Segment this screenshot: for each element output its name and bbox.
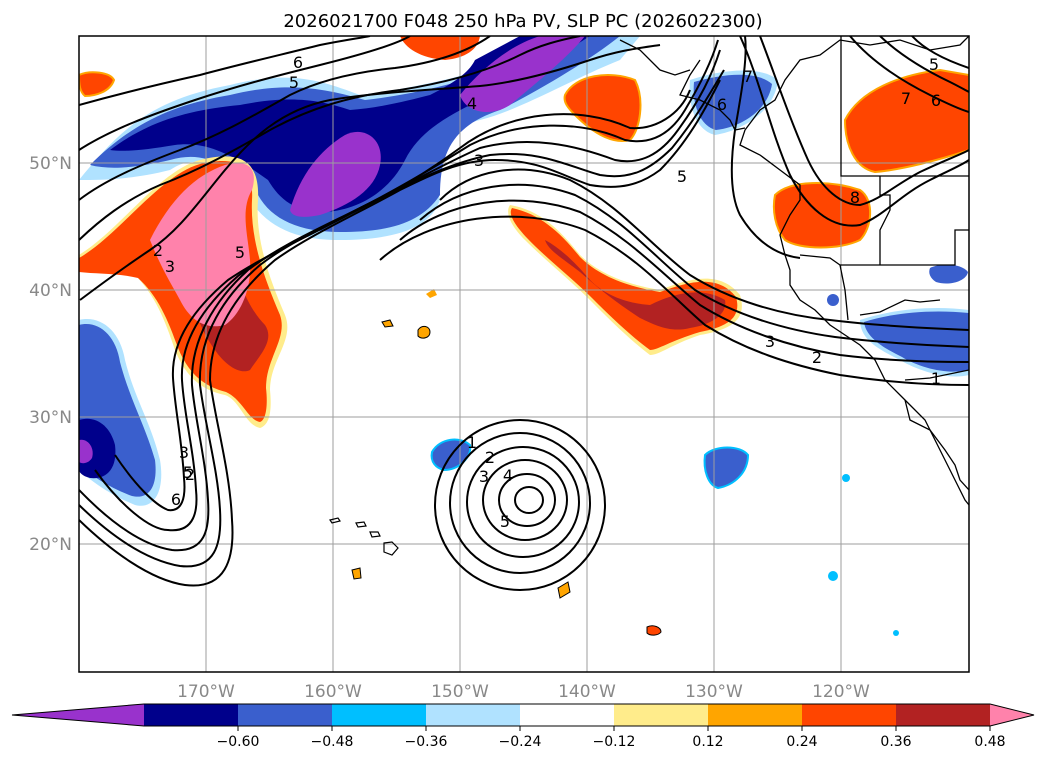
contour-label: 1 (467, 433, 477, 452)
colorbar-tick-label: −0.36 (405, 734, 448, 750)
lat-label: 30°N (29, 408, 72, 428)
lon-label: 140°W (558, 682, 616, 702)
colorbar-swatch (426, 704, 521, 726)
colorbar-swatch (614, 704, 709, 726)
colorbar-tick-label: −0.48 (311, 734, 354, 750)
contour-label: 5 (929, 55, 939, 74)
contour-label: 5 (289, 73, 299, 92)
latitude-labels: 50°N 40°N 30°N 20°N (29, 154, 72, 555)
map-title: 2026021700 F048 250 hPa PV, SLP PC (2026… (283, 11, 762, 32)
contour-label: 7 (901, 89, 911, 108)
lon-label: 170°W (177, 682, 235, 702)
colorbar-swatch (708, 704, 803, 726)
colorbar-swatch (802, 704, 897, 726)
lat-label: 50°N (29, 154, 72, 174)
contour-label: 6 (293, 53, 303, 72)
lon-label: 130°W (685, 682, 743, 702)
contour-label: 3 (179, 443, 189, 462)
contour-label: 5 (677, 167, 687, 186)
colorbar-tick-label: 0.36 (880, 734, 911, 750)
colorbar-swatch (896, 704, 991, 726)
colorbar-swatch (332, 704, 427, 726)
colorbar: −0.60 −0.48 −0.36 −0.24 −0.12 0.12 0.24 0.36 0.4… (11, 703, 1035, 750)
contour-label: 3 (765, 332, 775, 351)
contour-label: 6 (717, 95, 727, 114)
colorbar-tick-label: 0.24 (786, 734, 817, 750)
lat-label: 20°N (29, 535, 72, 555)
hawaiian-islands (329, 517, 399, 556)
slp-contours (79, 36, 969, 591)
contour-label: 1 (931, 369, 941, 388)
lon-label: 160°W (304, 682, 362, 702)
map-frame (78, 35, 970, 673)
colorbar-tick-label: 0.12 (692, 734, 723, 750)
positive-pv-fill (79, 36, 969, 636)
colorbar-tick-label: −0.12 (593, 734, 636, 750)
contour-label: 2 (185, 465, 195, 484)
colorbar-swatch (144, 704, 239, 726)
colorbar-tick-label: 0.48 (974, 734, 1005, 750)
contour-label: 5 (183, 463, 193, 482)
contour-label: 2 (153, 241, 163, 260)
lat-label: 40°N (29, 281, 72, 301)
contour-label: 3 (165, 257, 175, 276)
colorbar-tick-label: −0.24 (499, 734, 542, 750)
coastlines (619, 36, 969, 506)
contour-label: 2 (485, 448, 495, 467)
contour-label: 4 (467, 94, 477, 113)
colorbar-extend-min (12, 704, 144, 726)
contour-label: 2 (812, 348, 822, 367)
colorbar-extend-max (990, 704, 1034, 726)
lon-label: 150°W (431, 682, 489, 702)
lon-label: 120°W (812, 682, 870, 702)
contour-label: 6 (931, 91, 941, 110)
longitude-labels: 170°W 160°W 150°W 140°W 130°W 120°W (177, 682, 870, 702)
contour-labels: 6 5 4 3 2 3 5 3 2 1 2 3 4 5 1 2 3 5 6 6 … (153, 53, 941, 531)
contour-label: 4 (503, 466, 513, 485)
contour-label: 6 (171, 490, 181, 509)
colorbar-outline (11, 703, 1035, 727)
contour-label: 5 (500, 512, 510, 531)
contour-label: 7 (743, 67, 753, 86)
contour-label: 8 (850, 188, 860, 207)
colorbar-swatch (238, 704, 333, 726)
contour-label: 3 (474, 151, 484, 170)
contour-label: 3 (479, 467, 489, 486)
contour-label: 5 (235, 243, 245, 262)
colorbar-tick-label: −0.60 (217, 734, 260, 750)
map-area: 6 5 4 3 2 3 5 3 2 1 2 3 4 5 1 2 3 5 6 6 … (79, 36, 969, 672)
colorbar-swatch (520, 704, 615, 726)
